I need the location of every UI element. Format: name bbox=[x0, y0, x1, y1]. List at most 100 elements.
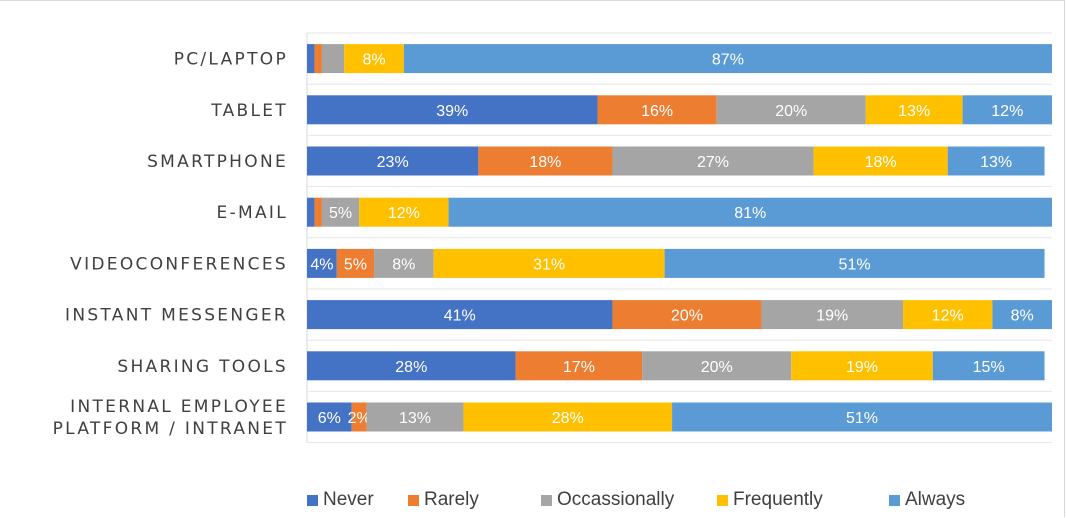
data-label: 8% bbox=[362, 52, 385, 69]
legend-label: Never bbox=[323, 489, 374, 510]
data-label: 15% bbox=[973, 359, 1005, 376]
legend-label: Frequently bbox=[733, 489, 823, 510]
category-label-line: SMARTPHONE bbox=[147, 152, 288, 172]
data-label: 20% bbox=[701, 359, 733, 376]
category-label-line: VIDEOCONFERENCES bbox=[70, 254, 288, 274]
category-label: TABLET bbox=[210, 101, 288, 121]
data-label: 51% bbox=[846, 410, 878, 427]
data-label: 19% bbox=[816, 308, 848, 325]
data-label: 13% bbox=[399, 410, 431, 427]
bar-segment-rarely bbox=[314, 44, 322, 74]
bar-segment-occassionally bbox=[612, 146, 814, 176]
data-label: 19% bbox=[846, 359, 878, 376]
data-label: 16% bbox=[641, 103, 673, 120]
bar-segment-always bbox=[664, 248, 1045, 278]
bar-segment-never bbox=[307, 95, 598, 125]
legend-label: Occassionally bbox=[557, 489, 675, 510]
data-label: 12% bbox=[991, 103, 1023, 120]
legend-item-rarely: Rarely bbox=[408, 487, 479, 513]
data-label: 2% bbox=[348, 410, 371, 427]
bar-segment-always bbox=[992, 300, 1052, 330]
bar-segment-always bbox=[672, 402, 1052, 432]
category-label-line: INSTANT MESSENGER bbox=[65, 306, 288, 326]
data-label: 5% bbox=[344, 256, 367, 273]
legend-swatch bbox=[889, 494, 900, 506]
data-label: 23% bbox=[377, 154, 409, 171]
data-label: 5% bbox=[329, 205, 352, 222]
bar-segment-always bbox=[403, 44, 1053, 74]
legend-label: Rarely bbox=[424, 489, 479, 510]
category-label-line: PC/LAPTOP bbox=[174, 50, 288, 70]
category-label: INSTANT MESSENGER bbox=[65, 306, 288, 326]
bar-segment-frequently bbox=[359, 197, 449, 227]
category-label: E-MAIL bbox=[217, 203, 288, 223]
bar-segment-never bbox=[307, 248, 337, 278]
data-label: 18% bbox=[865, 154, 897, 171]
data-label: 31% bbox=[533, 256, 565, 273]
category-label: SMARTPHONE bbox=[147, 152, 288, 172]
legend-item-frequently: Frequently bbox=[717, 487, 823, 513]
bar-segment-frequently bbox=[791, 351, 933, 381]
legend-swatch bbox=[541, 494, 552, 506]
data-label: 20% bbox=[775, 103, 807, 120]
data-label: 12% bbox=[932, 308, 964, 325]
bar-segment-frequently bbox=[865, 95, 963, 125]
bar-segment-rarely bbox=[597, 95, 717, 125]
bar-segment-always bbox=[962, 95, 1052, 125]
legend-swatch bbox=[408, 494, 419, 506]
bar-segment-never bbox=[307, 300, 613, 330]
bar-segment-rarely bbox=[612, 300, 762, 330]
category-label: VIDEOCONFERENCES bbox=[70, 254, 288, 274]
data-label: 12% bbox=[388, 205, 420, 222]
bar-segment-never bbox=[307, 402, 352, 432]
category-label-line: PLATFORM / INTRANET bbox=[53, 419, 288, 439]
category-label-line: TABLET bbox=[210, 101, 288, 121]
bar-segment-occassionally bbox=[321, 197, 360, 227]
legend-item-occassionally: Occassionally bbox=[541, 487, 674, 513]
data-label: 87% bbox=[712, 52, 744, 69]
stacked-bar-chart: PC/LAPTOP 8% 87% TABLET 39% 16% 20% 13% 12% SMART… bbox=[53, 32, 1053, 444]
bar-segment-always bbox=[932, 351, 1045, 381]
data-label: 28% bbox=[552, 410, 584, 427]
data-label: 13% bbox=[898, 103, 930, 120]
data-label: 51% bbox=[839, 256, 871, 273]
bar-segment-rarely bbox=[336, 248, 375, 278]
bar-segment-never bbox=[307, 351, 516, 381]
data-label: 27% bbox=[697, 154, 729, 171]
data-label: 6% bbox=[318, 410, 341, 427]
data-label: 41% bbox=[444, 308, 476, 325]
bar-segment-frequently bbox=[903, 300, 993, 330]
legend-swatch bbox=[307, 494, 318, 506]
bar-segment-never bbox=[307, 146, 479, 176]
category-label-line: E-MAIL bbox=[217, 203, 288, 223]
bar-segment-always bbox=[448, 197, 1052, 227]
category-label: INTERNAL EMPLOYEE PLATFORM / INTRANET bbox=[53, 397, 288, 439]
bar-segment-occassionally bbox=[366, 402, 464, 432]
bar-segment-occassionally bbox=[761, 300, 903, 330]
bar-segment-rarely bbox=[515, 351, 643, 381]
legend-item-always: Always bbox=[889, 487, 965, 513]
category-label: PC/LAPTOP bbox=[174, 50, 288, 70]
data-label: 8% bbox=[1011, 308, 1034, 325]
data-label: 18% bbox=[529, 154, 561, 171]
data-label: 39% bbox=[436, 103, 468, 120]
data-label: 4% bbox=[310, 256, 333, 273]
bar-segment-rarely bbox=[478, 146, 613, 176]
bar-segment-occassionally bbox=[321, 44, 345, 74]
bar-segment-rarely bbox=[314, 197, 322, 227]
bar-segment-never bbox=[307, 44, 315, 74]
bar-segment-frequently bbox=[344, 44, 404, 74]
category-label: SHARING TOOLS bbox=[117, 357, 288, 377]
bar-segment-frequently bbox=[433, 248, 665, 278]
data-label: 81% bbox=[734, 205, 766, 222]
legend-item-never: Never bbox=[307, 487, 374, 513]
bar-segment-occassionally bbox=[374, 248, 434, 278]
data-label: 20% bbox=[671, 308, 703, 325]
data-label: 13% bbox=[980, 154, 1012, 171]
bar-segment-frequently bbox=[813, 146, 948, 176]
bar-segment-frequently bbox=[463, 402, 673, 432]
data-label: 8% bbox=[392, 256, 415, 273]
category-label-line: SHARING TOOLS bbox=[117, 357, 288, 377]
data-label: 28% bbox=[395, 359, 427, 376]
